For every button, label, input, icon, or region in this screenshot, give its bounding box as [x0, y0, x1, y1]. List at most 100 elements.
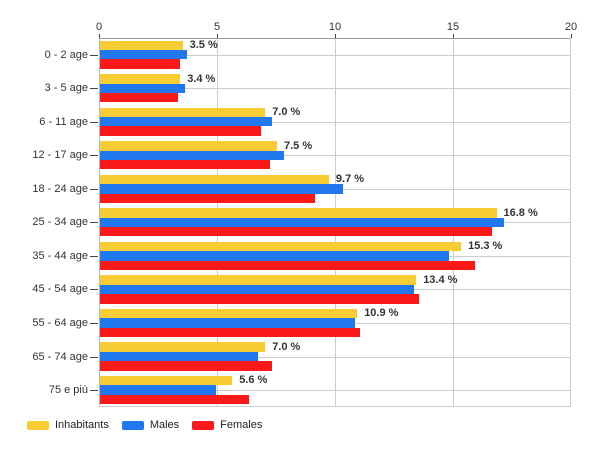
females-bar[interactable]: [100, 294, 419, 304]
data-value-label: 13.4 %: [423, 273, 458, 286]
x-axis-tick-mark: [571, 34, 572, 38]
inhabitants-bar[interactable]: [100, 208, 497, 218]
females-bar[interactable]: [100, 361, 273, 371]
females-bar[interactable]: [100, 159, 270, 170]
data-value-label: 9.7 %: [335, 173, 365, 186]
males-bar[interactable]: [100, 117, 273, 127]
females-bar[interactable]: [100, 126, 261, 136]
category-tick-mark: [90, 121, 98, 123]
inhabitants-bar[interactable]: [100, 141, 277, 151]
legend-swatch: [192, 420, 215, 430]
data-value-label: 5.6 %: [239, 374, 268, 387]
category-tick-mark: [90, 289, 98, 291]
category-label: 45 - 54 age: [32, 283, 88, 296]
females-bar[interactable]: [100, 193, 315, 203]
males-bar[interactable]: [100, 318, 355, 328]
age-group-row: 35 - 44 age 15.3 %: [0, 239, 600, 273]
row-gridline: [99, 390, 571, 392]
age-group-row: 75 e più 5.6 %: [0, 373, 600, 407]
females-bar[interactable]: [100, 327, 360, 338]
category-tick-mark: [90, 356, 98, 358]
legend: Inhabitants Males Females: [27, 419, 262, 431]
age-group-row: 25 - 34 age 16.8 %: [0, 206, 600, 240]
males-bar[interactable]: [100, 83, 185, 93]
row-gridline: [99, 121, 571, 123]
bar-group: 16.8 %: [99, 206, 571, 240]
x-axis-tick-label: 10: [328, 21, 342, 33]
category-label: 6 - 11 age: [39, 115, 88, 128]
males-bar[interactable]: [100, 217, 504, 228]
category-tick-mark: [90, 255, 98, 257]
inhabitants-bar[interactable]: [100, 107, 266, 118]
males-bar[interactable]: [100, 184, 344, 194]
inhabitants-bar[interactable]: [100, 74, 181, 84]
inhabitants-bar[interactable]: [100, 174, 329, 185]
row-gridline: [99, 88, 571, 90]
bar-group: 5.6 %: [99, 373, 571, 407]
females-bar[interactable]: [100, 260, 476, 270]
bar-group: 15.3 %: [99, 239, 571, 273]
inhabitants-bar[interactable]: [100, 308, 358, 319]
legend-item-males[interactable]: Males: [121, 419, 179, 431]
category-tick-mark: [90, 88, 98, 90]
inhabitants-bar[interactable]: [100, 342, 266, 352]
inhabitants-bar[interactable]: [100, 40, 183, 50]
row-gridline: [99, 155, 571, 157]
data-value-label: 7.0 %: [272, 340, 301, 353]
females-bar[interactable]: [100, 92, 178, 103]
data-value-label: 3.4 %: [187, 72, 216, 85]
bar-group: 3.4 %: [99, 72, 571, 106]
x-axis-tick-mark: [335, 34, 336, 38]
age-group-row: 55 - 64 age 10.9 %: [0, 306, 600, 340]
data-value-label: 7.5 %: [284, 139, 313, 152]
category-label: 0 - 2 age: [44, 48, 88, 61]
x-axis-tick-mark: [99, 34, 100, 38]
row-gridline: [99, 356, 571, 358]
chart-rows: 0 - 2 age 3.5 % 3 - 5 age 3.4 % 6 - 11 a…: [0, 38, 600, 407]
females-bar[interactable]: [100, 59, 181, 69]
x-axis-tick-label: 5: [213, 21, 221, 33]
males-bar[interactable]: [100, 351, 259, 362]
category-tick-mark: [90, 54, 98, 56]
data-value-label: 7.0 %: [272, 106, 301, 119]
category-tick-mark: [90, 188, 98, 190]
age-group-row: 0 - 2 age 3.5 %: [0, 38, 600, 72]
category-tick-mark: [90, 222, 98, 224]
bar-group: 10.9 %: [99, 306, 571, 340]
category-label: 35 - 44 age: [32, 249, 88, 262]
bar-group: 3.5 %: [99, 38, 571, 72]
legend-label: Inhabitants: [55, 419, 109, 431]
legend-item-inhabitants[interactable]: Inhabitants: [27, 419, 109, 431]
age-group-row: 45 - 54 age 13.4 %: [0, 273, 600, 307]
age-group-row: 3 - 5 age 3.4 %: [0, 72, 600, 106]
bar-group: 7.0 %: [99, 105, 571, 139]
males-bar[interactable]: [100, 251, 450, 261]
males-bar[interactable]: [100, 150, 285, 160]
category-tick-mark: [90, 390, 98, 392]
inhabitants-bar[interactable]: [100, 241, 462, 252]
bar-group: 7.5 %: [99, 139, 571, 173]
x-axis-tick-label: 0: [95, 21, 103, 33]
category-tick-mark: [90, 155, 98, 157]
bar-group: 9.7 %: [99, 172, 571, 206]
x-axis-tick-label: 20: [564, 21, 578, 33]
data-value-label: 3.5 %: [189, 39, 218, 51]
males-bar[interactable]: [100, 385, 216, 395]
legend-label: Females: [220, 419, 263, 431]
age-group-row: 6 - 11 age 7.0 %: [0, 105, 600, 139]
females-bar[interactable]: [100, 227, 492, 237]
males-bar[interactable]: [100, 284, 414, 295]
females-bar[interactable]: [100, 394, 249, 405]
data-value-label: 15.3 %: [468, 240, 503, 253]
bar-group: 13.4 %: [99, 273, 571, 307]
legend-item-females[interactable]: Females: [192, 419, 262, 431]
inhabitants-bar[interactable]: [100, 275, 417, 285]
age-group-row: 18 - 24 age 9.7 %: [0, 172, 600, 206]
data-value-label: 10.9 %: [364, 307, 399, 320]
inhabitants-bar[interactable]: [100, 375, 233, 386]
age-group-row: 65 - 74 age 7.0 %: [0, 340, 600, 374]
males-bar[interactable]: [100, 50, 188, 60]
category-label: 75 e più: [48, 384, 88, 397]
x-axis-tick-label: 15: [446, 21, 460, 33]
category-label: 18 - 24 age: [32, 182, 88, 195]
